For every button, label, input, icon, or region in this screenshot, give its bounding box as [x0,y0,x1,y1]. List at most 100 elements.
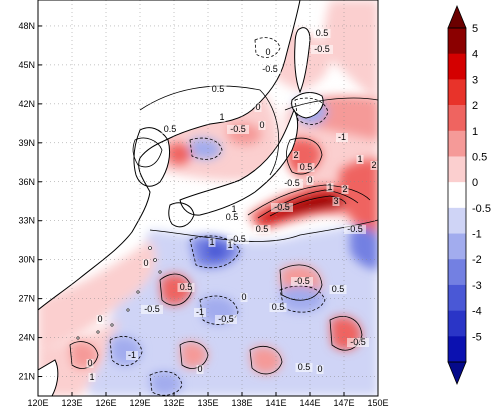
contour-label-bg [326,183,334,192]
x-tick-label: 147E [333,398,354,408]
y-tick-label: 30N [18,255,35,265]
colorbar-segment [448,28,466,54]
contour-label: -0.5 [218,314,234,324]
islands [76,246,162,340]
colorbar-label: -2 [472,254,482,266]
colorbar-label: 5 [472,23,478,35]
negative-contour-lines [109,37,329,396]
x-tick-label: 144E [299,398,320,408]
contour-label: -0.5 [230,234,246,244]
contour-label-bg [86,359,94,368]
x-tick-label: 129E [129,398,150,408]
contour-label: 0 [143,258,148,268]
colorbar-segment [448,130,466,157]
colorbar-label: 2 [472,100,478,112]
colorbar-label: 0 [472,177,478,189]
x-tick-label: 120E [27,398,48,408]
contour-label: 0.5 [256,224,269,234]
colorbar-segment [448,53,466,80]
x-tick-label: 135E [197,398,218,408]
contour-label-bg [295,363,313,372]
x-tick-label: 132E [163,398,184,408]
contour-label-bg [142,259,150,268]
contour-label: 0 [255,102,260,112]
contour-label: 0 [87,358,92,368]
contour-label-bg [329,285,347,294]
colorbar-label: 1 [472,126,478,138]
contour-label-bg [264,48,272,57]
colorbar-frame [447,27,467,363]
contour-label-bg [227,235,249,244]
contour-label: 0.5 [212,84,225,94]
y-tick-label: 27N [18,294,35,304]
contour-label: -1 [338,132,346,142]
contour-label: -0.5 [350,337,366,347]
colorbar-label: 0.5 [472,151,487,163]
contour-label: 0 [241,292,246,302]
contour-label: -0.5 [347,224,363,234]
colorbar-segment [448,182,466,209]
contour-label: 0.5 [316,28,329,38]
contour-label: -0.5 [274,202,290,212]
colorbar-segment [448,310,466,337]
contour-label-bg [226,241,234,250]
contour-label: -0.5 [262,64,278,74]
contour-label: 2 [371,160,376,170]
contour-label-bg [313,29,331,38]
contour-label: 1 [227,240,232,250]
contour-label-bg [332,197,340,206]
colorbar-label: -3 [472,280,482,292]
contour-label: 1 [231,204,236,214]
contour-label-bg [177,283,195,292]
y-tick-label: 42N [18,99,35,109]
contour-label: -0.5 [284,178,300,188]
contour-label: 0 [265,47,270,57]
contour-label-bg [259,65,281,74]
contour-label: 1 [327,182,332,192]
y-tick-label: 21N [18,372,35,382]
contour-label-bg [291,277,313,286]
contour-label-bg [218,113,226,122]
contour-label-bg [297,163,315,172]
contour-label-bg [126,351,138,360]
colorbar-label: -4 [472,306,482,318]
y-tick-label: 48N [18,21,35,31]
contour-label: -1 [196,307,204,317]
colorbar-label: 3 [472,74,478,86]
contour-label: 1 [357,154,362,164]
contour-label: 1 [219,112,224,122]
contour-label-bg [254,103,262,112]
coastlines [38,0,324,396]
colorbar-segment [448,259,466,286]
contour-label-bg [215,315,237,324]
contour-label-bg [347,338,369,347]
contour-label-bg [356,155,364,164]
contour-label: -0.5 [230,124,246,134]
contour-label: 0 [307,175,312,185]
contour-label-bg [209,85,227,94]
contour-label-bg [258,121,266,130]
x-axis: 120E 123E 126E 129E 132E 135E 138E 141E 144E 147E… [27,392,389,408]
y-axis: 21N 24N 27N 30N 33N 36N 39N 42N 45N 48N [18,21,42,382]
contour-label-bg [370,161,378,170]
contour-label: 0 [97,314,102,324]
contour-label: 0.5 [272,302,285,312]
contour-label: 0 [259,120,264,130]
y-tick-label: 24N [18,333,35,343]
contour-label-bg [281,179,303,188]
colorbar-label: 4 [472,49,478,61]
contour-label-bg [344,225,366,234]
contour-label: 0.5 [226,212,239,222]
contour-label: 0 [197,364,202,374]
x-tick-label: 150E [367,398,388,408]
x-tick-label: 123E [61,398,82,408]
contour-label-bg [223,213,241,222]
colorbar-segment [448,207,466,234]
contour-label: -0.5 [144,304,160,314]
contour-label-bg [271,203,293,212]
contour-label-bg [292,151,300,160]
y-tick-label: 33N [18,216,35,226]
